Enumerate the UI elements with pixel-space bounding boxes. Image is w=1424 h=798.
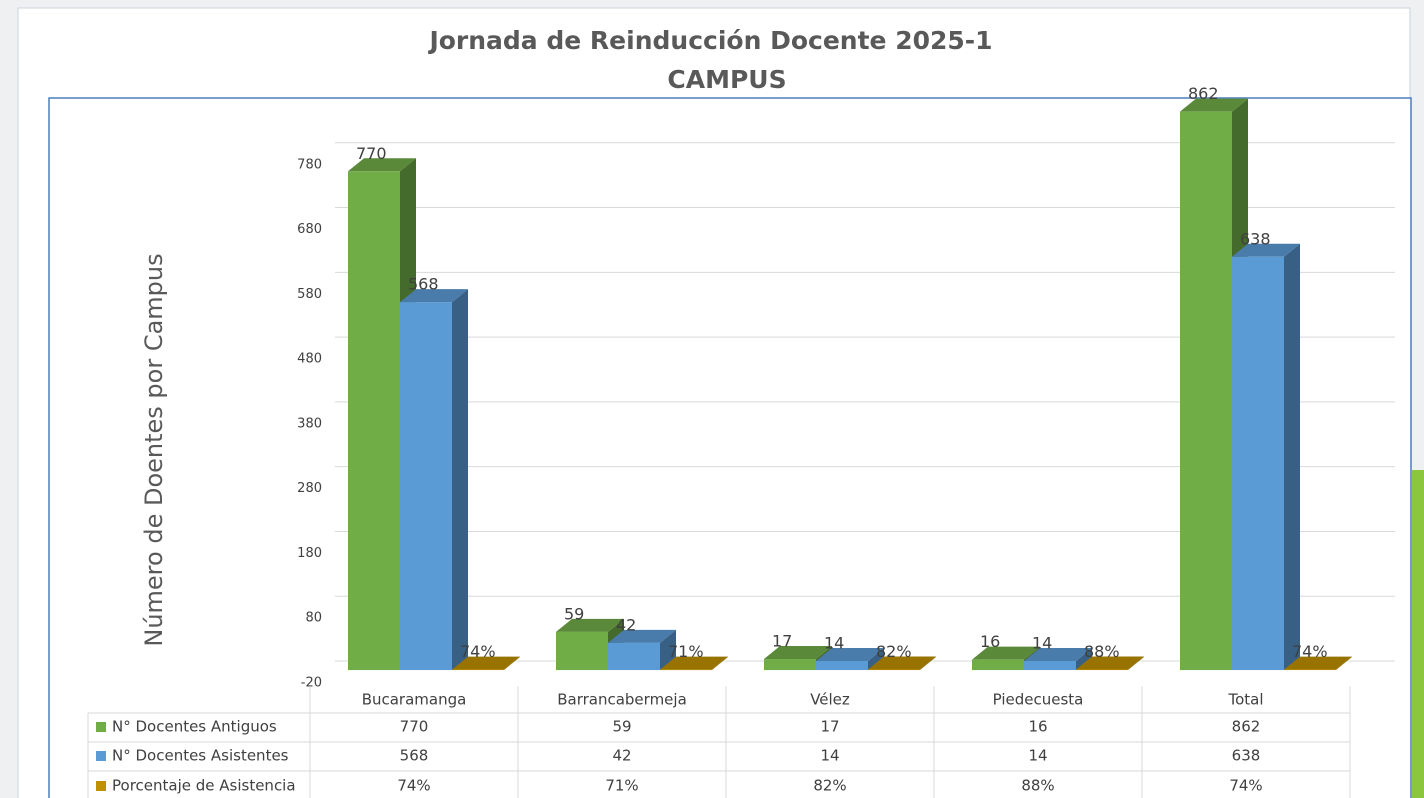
bar-side bbox=[1284, 243, 1300, 671]
x-tick-label: Barrancabermeja bbox=[557, 691, 687, 709]
bar-side bbox=[452, 289, 468, 671]
bar-side bbox=[1336, 656, 1352, 671]
y-tick-label: 580 bbox=[297, 287, 322, 302]
data-label: 568 bbox=[408, 275, 439, 294]
bar-top bbox=[452, 656, 520, 670]
data-label: 14 bbox=[1032, 633, 1052, 652]
side-strip bbox=[1412, 470, 1424, 798]
data-label: 638 bbox=[1240, 229, 1271, 248]
bar-side bbox=[1128, 656, 1144, 671]
table-cell: 862 bbox=[1232, 718, 1261, 736]
bar-top bbox=[764, 646, 832, 660]
y-tick-label: 180 bbox=[297, 546, 322, 561]
data-label: 862 bbox=[1188, 84, 1219, 103]
bar bbox=[1180, 111, 1232, 671]
y-tick-label: 780 bbox=[297, 157, 322, 172]
bar-top bbox=[868, 656, 936, 670]
x-tick-label: Vélez bbox=[810, 691, 850, 709]
bar bbox=[400, 302, 452, 671]
bar bbox=[1076, 669, 1128, 671]
y-tick-label: 680 bbox=[297, 222, 322, 237]
table-cell: 71% bbox=[605, 777, 638, 795]
y-axis-label: Número de Doentes por Campus bbox=[140, 253, 168, 646]
table-cell: 42 bbox=[612, 747, 631, 765]
y-tick-label: 380 bbox=[297, 416, 322, 431]
legend-label: N° Docentes Antiguos bbox=[112, 718, 277, 736]
bar-side bbox=[504, 656, 520, 671]
table-cell: 14 bbox=[820, 747, 839, 765]
bar bbox=[608, 642, 660, 671]
bar-top bbox=[1024, 647, 1092, 661]
table-cell: 770 bbox=[400, 718, 429, 736]
bar bbox=[452, 669, 504, 671]
bar bbox=[972, 659, 1024, 671]
bar bbox=[1284, 669, 1336, 671]
bar-top bbox=[1180, 98, 1248, 112]
bar bbox=[556, 631, 608, 671]
y-tick-label: -20 bbox=[301, 676, 322, 691]
table-cell: 74% bbox=[1229, 777, 1262, 795]
chart-title: Jornada de Reinducción Docente 2025-1 bbox=[427, 26, 992, 55]
data-label: 74% bbox=[460, 642, 496, 661]
bar bbox=[348, 171, 400, 671]
y-tick-label: 480 bbox=[297, 352, 322, 367]
bar-top bbox=[1284, 656, 1352, 670]
bar bbox=[1024, 660, 1076, 671]
data-label: 82% bbox=[876, 642, 912, 661]
bar-top bbox=[348, 158, 416, 172]
bar bbox=[660, 669, 712, 671]
table-cell: 88% bbox=[1021, 777, 1054, 795]
bar bbox=[764, 659, 816, 671]
data-label: 42 bbox=[616, 615, 636, 634]
bar-side bbox=[712, 656, 728, 671]
legend-label: N° Docentes Asistentes bbox=[112, 747, 289, 765]
table-cell: 59 bbox=[612, 718, 631, 736]
data-label: 74% bbox=[1292, 642, 1328, 661]
data-label: 770 bbox=[356, 144, 387, 163]
chart-subtitle: CAMPUS bbox=[667, 65, 786, 94]
data-label: 17 bbox=[772, 632, 792, 651]
legend-swatch bbox=[96, 751, 106, 761]
x-tick-label: Total bbox=[1227, 691, 1263, 709]
bar-top bbox=[816, 647, 884, 661]
bar bbox=[816, 660, 868, 671]
data-label: 16 bbox=[980, 632, 1000, 651]
bar-top bbox=[608, 629, 676, 643]
y-tick-label: 80 bbox=[305, 611, 322, 626]
x-tick-label: Piedecuesta bbox=[993, 691, 1084, 709]
bar-top bbox=[972, 646, 1040, 660]
legend-label: Porcentaje de Asistencia bbox=[112, 777, 296, 795]
bar-side bbox=[1076, 647, 1092, 671]
bar-side bbox=[920, 656, 936, 671]
table-cell: 638 bbox=[1232, 747, 1261, 765]
bar bbox=[1232, 256, 1284, 671]
table-cell: 82% bbox=[813, 777, 846, 795]
bar-side bbox=[868, 647, 884, 671]
y-tick-label: 280 bbox=[297, 481, 322, 496]
data-label: 14 bbox=[824, 633, 844, 652]
table-cell: 74% bbox=[397, 777, 430, 795]
data-label: 71% bbox=[668, 642, 704, 661]
table-cell: 568 bbox=[400, 747, 429, 765]
bar-top bbox=[556, 618, 624, 632]
table-cell: 14 bbox=[1028, 747, 1047, 765]
data-label: 59 bbox=[564, 604, 584, 623]
bar-top bbox=[1076, 656, 1144, 670]
bar-top bbox=[660, 656, 728, 670]
x-tick-label: Bucaramanga bbox=[362, 691, 467, 709]
bar-top bbox=[400, 289, 468, 303]
table-cell: 16 bbox=[1028, 718, 1047, 736]
bar bbox=[868, 669, 920, 671]
legend-swatch bbox=[96, 781, 106, 791]
data-label: 88% bbox=[1084, 642, 1120, 661]
legend-swatch bbox=[96, 722, 106, 732]
table-cell: 17 bbox=[820, 718, 839, 736]
bar-top bbox=[1232, 243, 1300, 257]
